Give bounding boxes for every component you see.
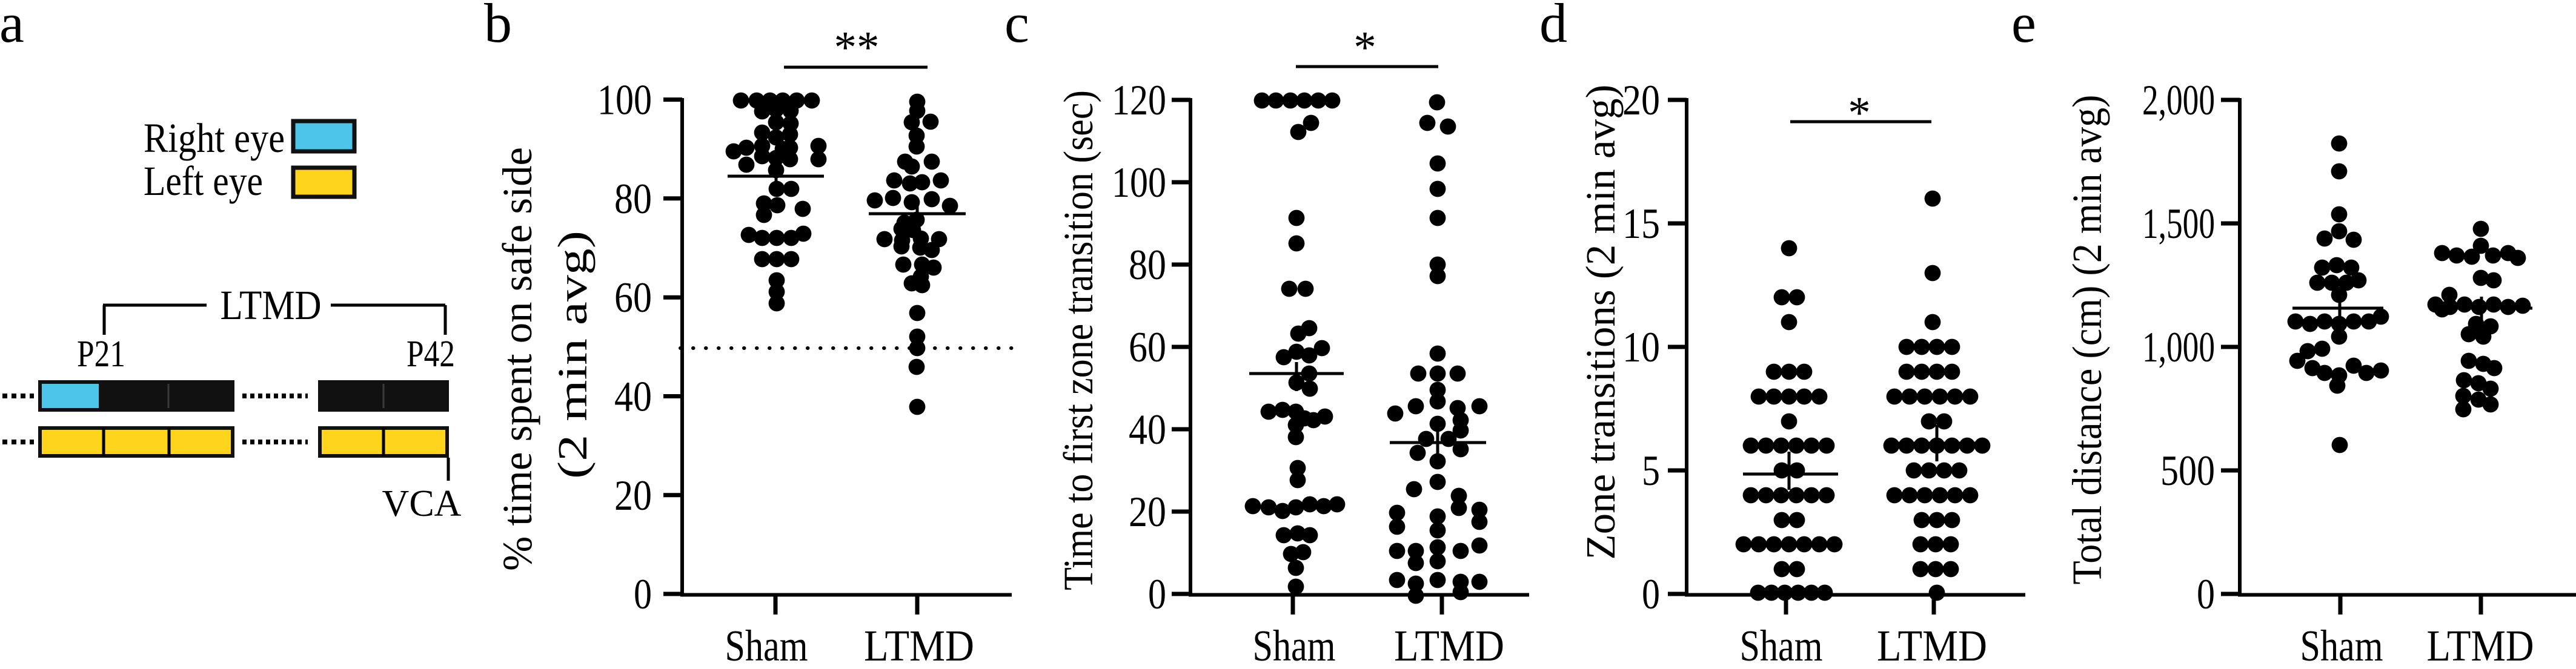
svg-text:a: a [0,0,24,54]
svg-text:LTMD: LTMD [864,621,974,669]
svg-text:Total distance (cm) (2 min avg: Total distance (cm) (2 min avg) [2064,95,2110,585]
svg-text:VCA: VCA [382,483,462,524]
svg-text:Sham: Sham [2300,621,2383,669]
svg-text:d: d [1539,0,1567,54]
svg-text:P42: P42 [407,334,455,375]
svg-text:0: 0 [634,571,652,618]
svg-text:60: 60 [1129,324,1166,371]
svg-text:2,000: 2,000 [2142,77,2215,124]
svg-text:Time to first zone transition: Time to first zone transition (sec) [1055,90,1101,590]
svg-text:e: e [2011,0,2036,54]
svg-text:80: 80 [1129,242,1166,289]
svg-text:5: 5 [1642,447,1660,495]
svg-text:120: 120 [1112,77,1166,124]
svg-text:Left eye: Left eye [144,158,263,204]
svg-text:Right eye: Right eye [144,115,285,161]
svg-text:(2 min avg): (2 min avg) [549,231,596,479]
svg-text:Sham: Sham [1253,621,1336,669]
svg-text:0: 0 [1642,571,1660,618]
svg-text:Sham: Sham [1740,621,1823,669]
svg-text:LTMD: LTMD [1877,621,1987,669]
svg-text:10: 10 [1622,324,1660,371]
svg-text:20: 20 [1129,489,1166,536]
svg-text:100: 100 [597,77,652,124]
svg-text:**: ** [834,22,880,73]
svg-text:0: 0 [2197,571,2215,618]
svg-text:100: 100 [1112,159,1166,206]
svg-text:80: 80 [614,176,652,223]
svg-text:40: 40 [1129,406,1166,453]
svg-text:P21: P21 [77,334,125,375]
svg-text:*: * [1848,88,1871,138]
svg-text:1,000: 1,000 [2142,324,2215,371]
svg-text:*: * [1353,22,1376,73]
svg-text:40: 40 [614,374,652,421]
svg-text:LTMD: LTMD [1394,621,1504,669]
svg-text:15: 15 [1622,200,1660,248]
svg-text:c: c [1004,0,1029,54]
svg-text:0: 0 [1148,571,1166,618]
svg-text:% time spent on safe side: % time spent on safe side [494,147,540,571]
svg-text:1,500: 1,500 [2142,200,2215,248]
svg-text:20: 20 [1622,77,1660,124]
svg-text:20: 20 [614,472,652,519]
svg-text:LTMD: LTMD [2427,621,2534,669]
svg-text:Zone transitions (2 min avg): Zone transitions (2 min avg) [1578,85,1624,560]
svg-text:LTMD: LTMD [221,282,322,328]
svg-text:b: b [484,0,512,54]
svg-text:500: 500 [2160,447,2215,495]
svg-text:60: 60 [614,274,652,321]
svg-text:Sham: Sham [725,621,808,669]
